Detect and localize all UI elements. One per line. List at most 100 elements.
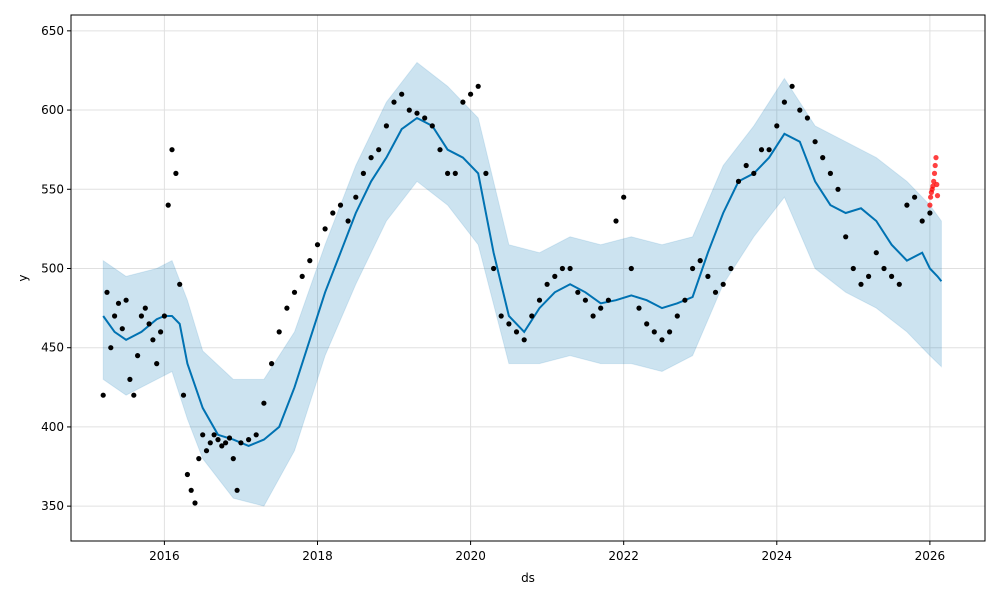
- data-point: [406, 107, 412, 113]
- data-point: [743, 162, 749, 169]
- data-point: [651, 329, 657, 335]
- data-point: [135, 353, 141, 359]
- data-point: [291, 289, 298, 295]
- x-tick-label: 2022: [608, 549, 639, 563]
- recent-data-point: [927, 202, 933, 208]
- data-point: [843, 234, 849, 240]
- data-point: [720, 281, 726, 287]
- data-point: [177, 281, 183, 287]
- data-point: [150, 337, 156, 343]
- data-point: [697, 258, 703, 264]
- y-tick-label: 650: [41, 24, 64, 38]
- y-tick-label: 400: [41, 420, 64, 434]
- data-point: [112, 313, 118, 319]
- data-point: [234, 487, 240, 493]
- data-point: [881, 265, 887, 272]
- x-tick-label: 2016: [149, 549, 180, 563]
- data-point: [866, 273, 872, 279]
- data-point: [912, 194, 918, 200]
- data-point: [146, 321, 152, 327]
- data-point: [307, 258, 313, 264]
- y-tick-label: 550: [41, 182, 64, 196]
- data-point: [161, 313, 167, 319]
- uncertainty-interval: [102, 61, 942, 507]
- data-point: [207, 440, 213, 446]
- data-point: [567, 265, 573, 272]
- data-point: [491, 265, 497, 272]
- confidence-interval-band: [102, 61, 942, 507]
- data-point: [659, 337, 665, 343]
- recent-data-point: [930, 183, 936, 189]
- data-point: [812, 139, 818, 145]
- data-point: [544, 281, 550, 287]
- recent-data-point: [932, 162, 938, 169]
- data-point: [613, 218, 619, 224]
- data-point: [728, 265, 734, 272]
- forecast-line: [102, 116, 943, 447]
- data-point: [391, 99, 397, 105]
- data-point: [200, 432, 206, 438]
- x-tick-label: 2020: [455, 549, 486, 563]
- data-point: [735, 178, 742, 184]
- data-point: [238, 440, 244, 446]
- data-point: [188, 487, 194, 493]
- data-point: [399, 91, 405, 97]
- data-point: [475, 83, 481, 89]
- data-point: [690, 265, 696, 272]
- y-tick-label: 450: [41, 341, 64, 355]
- data-point: [337, 202, 344, 208]
- data-point: [789, 83, 795, 89]
- data-point: [766, 147, 772, 153]
- data-point: [215, 437, 221, 443]
- data-point: [513, 329, 520, 335]
- observed-points-layer: [100, 83, 933, 506]
- recent-data-point: [934, 193, 941, 199]
- data-point: [376, 147, 382, 153]
- data-point: [804, 115, 811, 121]
- data-point: [115, 300, 122, 306]
- data-point: [919, 218, 925, 224]
- grid: [71, 15, 985, 541]
- data-point: [858, 281, 864, 287]
- x-axis-ticks: 2016 2018 2020 2022 2024 2026: [149, 541, 945, 563]
- data-point: [261, 400, 267, 406]
- data-point: [483, 170, 489, 176]
- y-tick-label: 600: [41, 103, 64, 117]
- data-point: [353, 194, 359, 200]
- data-point: [246, 437, 252, 443]
- data-point: [230, 456, 236, 462]
- data-point: [284, 305, 290, 311]
- data-point: [422, 115, 428, 121]
- data-point: [460, 99, 466, 105]
- data-point: [850, 265, 856, 272]
- data-point: [360, 170, 366, 176]
- data-point: [196, 456, 202, 462]
- y-axis-ticks: 350 400 450 500 550 600 650: [41, 24, 71, 513]
- data-point: [154, 361, 160, 367]
- recent-data-point: [928, 194, 934, 200]
- data-point: [521, 337, 527, 343]
- data-point: [797, 107, 803, 113]
- data-point: [180, 392, 187, 398]
- data-point: [774, 123, 780, 129]
- plot-frame: [70, 14, 986, 542]
- data-point: [345, 218, 351, 224]
- data-point: [536, 297, 543, 303]
- data-point: [276, 329, 282, 335]
- data-point: [667, 329, 673, 335]
- data-point: [889, 273, 895, 279]
- data-point: [142, 305, 148, 311]
- data-point: [414, 110, 420, 116]
- data-point: [712, 289, 719, 295]
- data-point: [758, 147, 765, 153]
- data-point: [184, 471, 190, 478]
- recent-data-point: [934, 181, 940, 188]
- x-tick-label: 2026: [915, 549, 946, 563]
- data-point: [219, 443, 225, 449]
- data-point: [211, 432, 217, 438]
- data-point: [119, 326, 125, 332]
- data-point: [429, 123, 435, 129]
- recent-data-point: [933, 155, 939, 161]
